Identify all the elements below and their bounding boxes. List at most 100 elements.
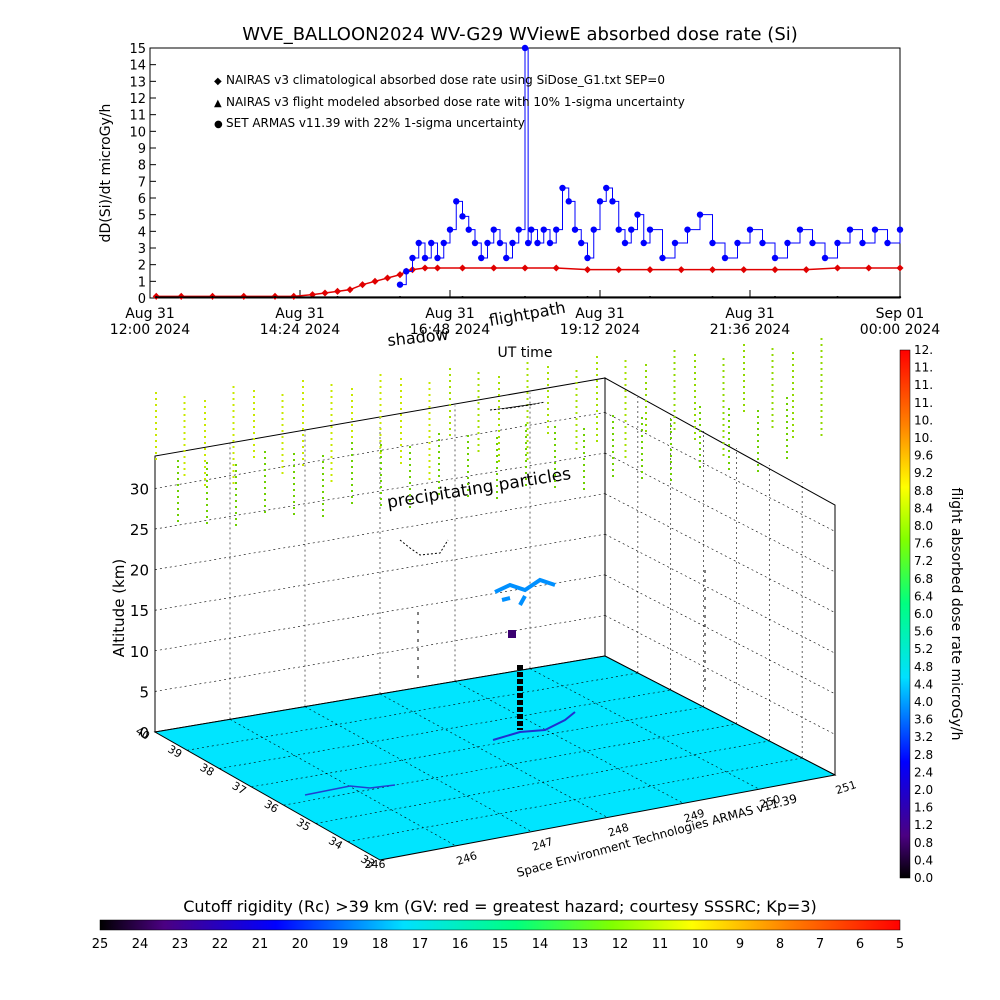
lat-tick-label: 34 (326, 834, 345, 852)
legend-label-1: NAIRAS v3 climatological absorbed dose r… (226, 73, 665, 87)
series-point-3 (515, 226, 522, 233)
y-tick-label: 1 (138, 275, 146, 290)
series-point-3 (684, 226, 691, 233)
series-point-2 (336, 295, 339, 299)
series-point-3 (396, 281, 404, 288)
floor-grid-line (529, 668, 760, 790)
flight-shadow-track (492, 711, 576, 741)
series-point-3 (428, 239, 435, 247)
colorbar-tick-label: 11. (914, 378, 933, 392)
y-tick-label: 5 (138, 209, 146, 224)
rigidity-tick-label: 24 (132, 937, 149, 952)
series-point-1 (321, 289, 329, 297)
y-tick-label: 14 (129, 59, 146, 74)
series-point-3 (603, 184, 610, 192)
floor-grid-line (251, 706, 704, 788)
series-point-1 (458, 264, 467, 272)
rigidity-tick-label: 16 (452, 937, 469, 952)
particles-label: precipitating particles (386, 464, 573, 513)
series-point-1 (583, 266, 592, 274)
series-point-1 (433, 264, 442, 272)
rigidity-gradient (99, 919, 901, 931)
colorbar-tick-label: 4.8 (914, 660, 933, 674)
floor-grid (187, 668, 803, 847)
lat-tick-label: 33 (358, 852, 377, 870)
series-point-3 (465, 226, 472, 233)
series-point-3 (821, 254, 829, 262)
series-point-3 (709, 239, 716, 247)
series-point-3 (640, 239, 647, 247)
latitude-ticks: 40 39 38 37 36 35 34 33 (133, 724, 377, 870)
colorbar-tick-label: 5.6 (914, 625, 933, 639)
floor (153, 655, 837, 861)
colorbar-tick-label: 2.4 (914, 765, 933, 779)
dose-colorbar: 0.0 0.4 0.8 1.2 1.6 2.0 2.4 2.8 3.2 3.6 4.0 4.4 4.8 5… (899, 343, 964, 885)
wall-grid-line (154, 452, 606, 530)
rigidity-tick-label: 5 (896, 937, 904, 952)
x-tick-time: 00:00 2024 (860, 322, 941, 338)
series-point-3 (871, 226, 879, 233)
series-point-3 (628, 226, 635, 233)
flight-path (304, 401, 706, 796)
colorbar-tick-label: 2.0 (914, 783, 933, 797)
series-point-3 (771, 254, 779, 262)
series-point-3 (846, 226, 854, 233)
series-point-2 (711, 295, 714, 299)
x-tick-date: Aug 31 (725, 306, 775, 322)
altitude-tick-label: 25 (130, 521, 149, 539)
colorbar-tick-label: 6.4 (914, 589, 933, 603)
colorbar-tick-label: 0.4 (914, 853, 933, 867)
series-point-3 (534, 239, 541, 247)
series-point-1 (552, 264, 560, 272)
x-tick-date: Aug 31 (275, 306, 325, 322)
series-point-1 (896, 264, 904, 272)
wall-grid-line (604, 655, 836, 776)
series-point-1 (708, 266, 717, 274)
series-point-3 (503, 254, 510, 262)
series-point-1 (490, 264, 498, 272)
series-point-1 (771, 266, 779, 274)
y-tick-label: 13 (129, 75, 146, 90)
colorbar-tick-label: 10. (914, 413, 933, 427)
wall-grid-line (154, 493, 606, 570)
wall-grid-line (604, 533, 836, 654)
rigidity-tick-label: 14 (532, 937, 549, 952)
colorbar-tick-label: 8.0 (914, 519, 933, 533)
ground-track-left (304, 784, 396, 796)
series-point-3 (609, 198, 616, 205)
x-tick-date: Aug 31 (125, 306, 175, 322)
wall-grid-line (604, 452, 836, 573)
lat-tick-label: 39 (166, 743, 185, 761)
series-point-3 (478, 254, 485, 262)
y-tick-label: 15 (129, 42, 146, 57)
rigidity-tick-label: 10 (692, 937, 709, 952)
legend-label-2: NAIRAS v3 flight modeled absorbed dose r… (226, 95, 685, 109)
flight-burst (494, 577, 556, 606)
series-point-3 (409, 254, 416, 262)
lat-tick-label: 36 (262, 797, 281, 815)
series-point-3 (434, 254, 441, 262)
legend: ◆ NAIRAS v3 climatological absorbed dose… (214, 73, 685, 130)
series-point-3 (659, 254, 666, 262)
series-point-3 (528, 226, 535, 233)
series-point-3 (884, 239, 891, 247)
series-point-1 (177, 292, 185, 300)
legend-marker-2: ▲ (214, 98, 222, 109)
colorbar-tick-label: 1.2 (914, 818, 933, 832)
series-point-3 (440, 239, 447, 247)
x-tick-time: 21:36 2024 (710, 322, 791, 338)
colorbar-tick-label: 1.6 (914, 801, 933, 815)
series-point-1 (346, 286, 354, 294)
rigidity-tick-label: 25 (92, 937, 109, 952)
particle-columns (155, 338, 823, 529)
rigidity-tick-label: 6 (856, 937, 864, 952)
legend-label-3: SET ARMAS v11.39 with 22% 1-sigma uncert… (226, 116, 525, 130)
top-trace (489, 401, 546, 411)
series-point-3 (596, 198, 604, 205)
y-tick-label: 6 (138, 192, 146, 207)
y-tick-label: 11 (129, 109, 146, 124)
lon-tick-label: 246 (365, 858, 386, 871)
